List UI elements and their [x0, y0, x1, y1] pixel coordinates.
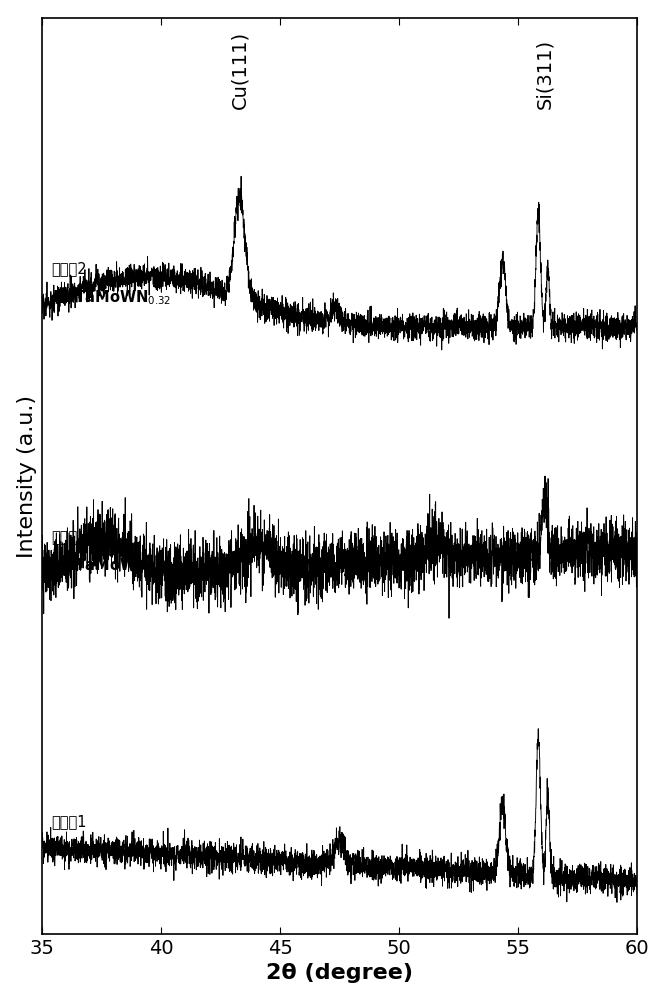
Y-axis label: Intensity (a.u.): Intensity (a.u.) — [17, 395, 37, 558]
Text: 实施例: 实施例 — [52, 530, 78, 545]
Text: $\mathregular{NbTaMoWN}_{0.32}$: $\mathregular{NbTaMoWN}_{0.32}$ — [52, 288, 171, 307]
Text: Cu(111): Cu(111) — [230, 31, 249, 109]
Text: 对比例2: 对比例2 — [52, 262, 87, 277]
Text: NbTaMoW: NbTaMoW — [52, 844, 133, 859]
Text: Si(311): Si(311) — [535, 39, 554, 109]
X-axis label: 2θ (degree): 2θ (degree) — [266, 963, 413, 983]
Text: $\mathregular{NbTaMoWN}_{0.13}$: $\mathregular{NbTaMoWN}_{0.13}$ — [52, 556, 171, 575]
Text: 对比例1: 对比例1 — [52, 814, 87, 829]
